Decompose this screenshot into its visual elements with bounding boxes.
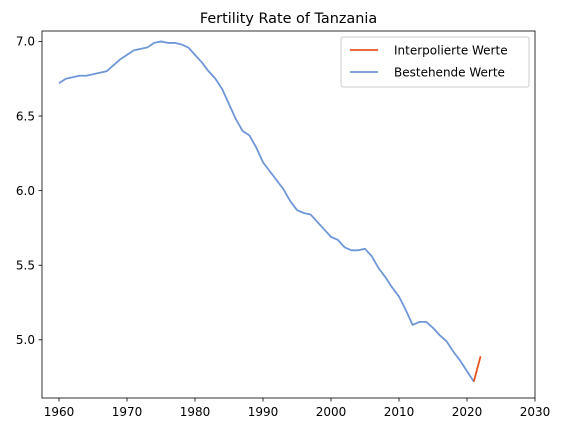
x-tick-label: 2000 <box>316 405 347 419</box>
x-tick-label: 1960 <box>44 405 75 419</box>
x-tick-label: 1970 <box>112 405 143 419</box>
y-tick-label: 6.5 <box>16 109 35 123</box>
legend-box <box>340 36 530 88</box>
y-tick-label: 5.0 <box>16 333 35 347</box>
x-tick-label: 2010 <box>384 405 415 419</box>
axes-frame <box>41 30 536 399</box>
y-axis: 5.0 5.5 6.0 6.5 7.0 <box>16 35 42 347</box>
y-tick-label: 6.0 <box>16 184 35 198</box>
legend-label: Bestehende Werte <box>394 65 505 79</box>
plot-area <box>58 40 482 383</box>
legend: Interpolierte Werte Bestehende Werte <box>340 36 530 88</box>
series-line-0 <box>472 355 482 382</box>
legend-label: Interpolierte Werte <box>394 43 508 57</box>
x-axis: 1960 1970 1980 1990 2000 2010 2020 2030 <box>44 398 551 419</box>
x-tick-label: 1980 <box>180 405 211 419</box>
chart-title: Fertility Rate of Tanzania <box>200 11 377 27</box>
x-tick-label: 2020 <box>452 405 483 419</box>
y-tick-label: 7.0 <box>16 35 35 49</box>
y-tick-label: 5.5 <box>16 259 35 273</box>
series-line-1 <box>58 40 475 383</box>
x-tick-label: 1990 <box>248 405 279 419</box>
x-tick-label: 2030 <box>520 405 551 419</box>
